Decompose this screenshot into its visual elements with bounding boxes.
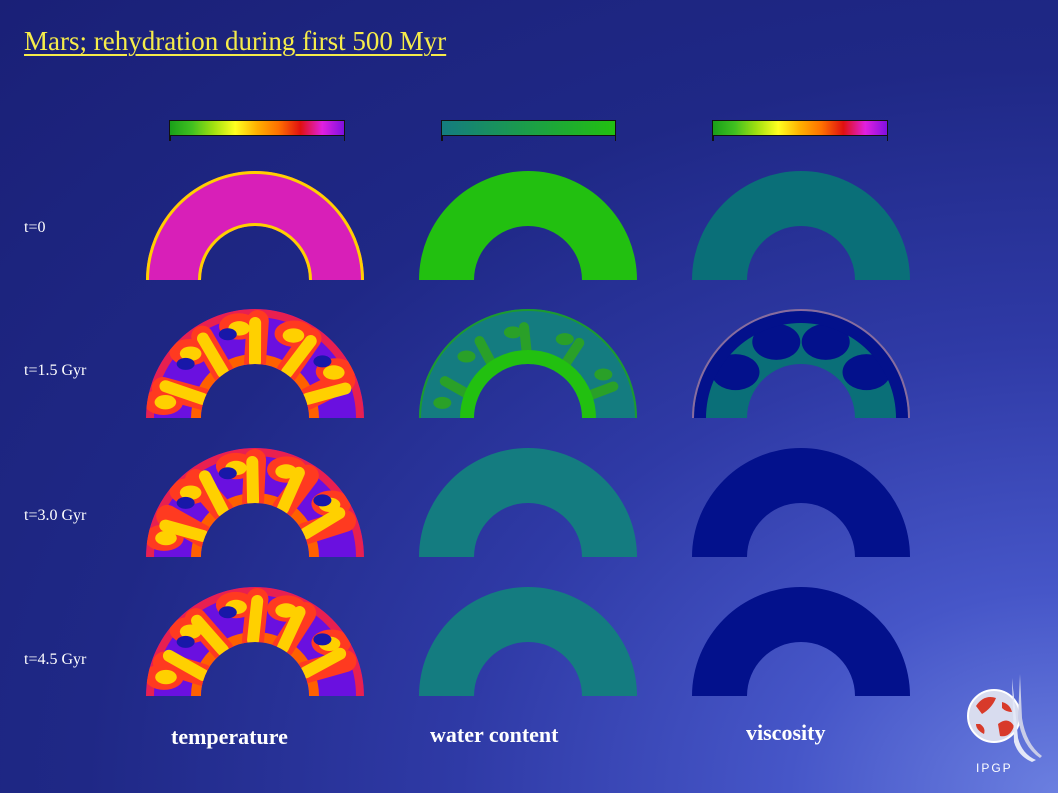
panel-temperature-t1-5 xyxy=(145,308,365,420)
panel-water-content-t4-5 xyxy=(418,586,638,698)
row-label-t4-5: t=4.5 Gyr xyxy=(24,651,86,669)
panel-viscosity-t1-5 xyxy=(691,308,911,420)
row-label-t1-5: t=1.5 Gyr xyxy=(24,362,86,380)
panel-viscosity-t4-5 xyxy=(691,586,911,698)
panel-water-content-t0 xyxy=(418,170,638,282)
water-content-colorbar xyxy=(441,120,616,136)
temperature-colorbar xyxy=(169,120,345,136)
column-label-viscosity: viscosity xyxy=(746,720,825,746)
panel-viscosity-t3-0 xyxy=(691,447,911,559)
panel-viscosity-t0 xyxy=(691,170,911,282)
panel-water-content-t1-5 xyxy=(418,308,638,420)
row-label-t3-0: t=3.0 Gyr xyxy=(24,507,86,525)
row-label-t0: t=0 xyxy=(24,219,45,237)
ipgp-logo-text: IPGP xyxy=(976,761,1013,775)
column-label-temperature: temperature xyxy=(171,724,288,750)
slide-title: Mars; rehydration during first 500 Myr xyxy=(24,26,446,57)
panel-temperature-t3-0 xyxy=(145,447,365,559)
panel-temperature-t0 xyxy=(145,170,365,282)
panel-temperature-t4-5 xyxy=(145,586,365,698)
ipgp-logo: IPGP xyxy=(962,668,1044,778)
panel-water-content-t3-0 xyxy=(418,447,638,559)
viscosity-colorbar xyxy=(712,120,888,136)
column-label-water-content: water content xyxy=(430,722,559,748)
